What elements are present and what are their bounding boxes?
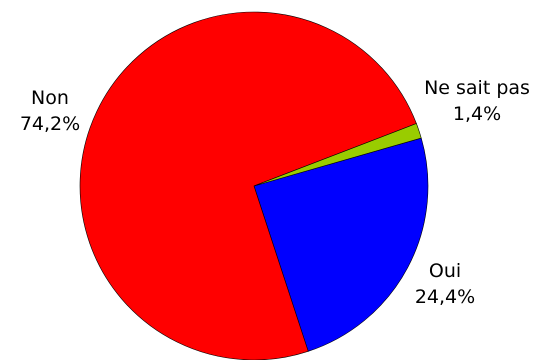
slice-label-oui: Oui 24,4% [400,258,490,310]
slice-label-oui-value: 24,4% [414,286,476,308]
slice-label-non-name: Non [31,87,69,109]
pie-slice-non [79,11,417,360]
slice-label-non: Non 74,2% [8,85,92,137]
slice-label-ne-sait-pas-name: Ne sait pas [424,77,530,99]
pie-slice-nsp [253,123,422,187]
slice-label-ne-sait-pas: Ne sait pas 1,4% [412,75,542,127]
slice-label-non-value: 74,2% [19,113,81,135]
slice-label-oui-name: Oui [428,260,462,282]
pie-slice-oui [253,137,429,352]
slice-label-ne-sait-pas-value: 1,4% [452,103,502,125]
